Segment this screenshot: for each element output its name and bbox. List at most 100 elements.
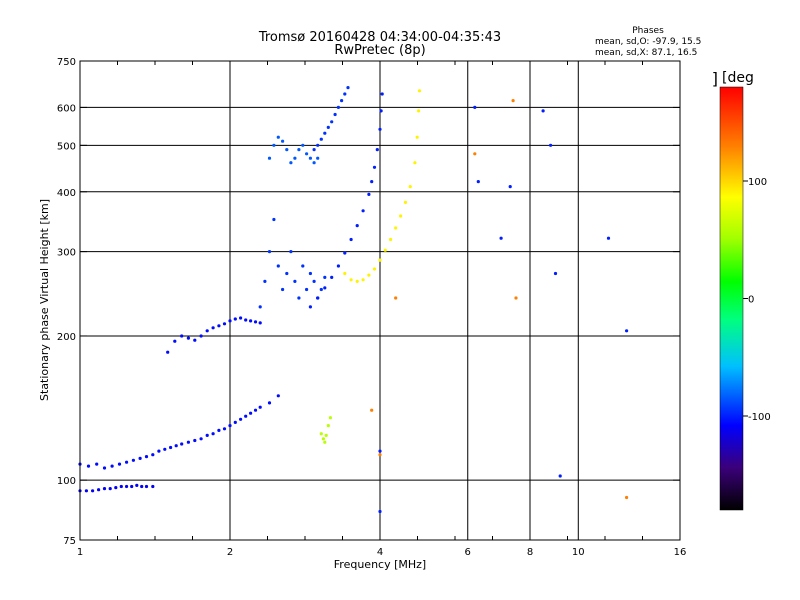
- data-point: [258, 305, 262, 309]
- data-point: [312, 279, 316, 283]
- data-point: [514, 296, 518, 300]
- colorbar-label-bracket: ]: [712, 69, 718, 88]
- data-point: [541, 109, 545, 113]
- data-point: [349, 237, 353, 242]
- data-point: [625, 495, 629, 500]
- data-point: [403, 200, 408, 204]
- data-point: [163, 447, 167, 451]
- data-point: [511, 99, 515, 103]
- data-point: [301, 143, 305, 147]
- data-point: [285, 271, 289, 276]
- y-tick-label: 750: [57, 57, 76, 68]
- data-point: [367, 273, 371, 277]
- data-point: [228, 319, 232, 323]
- x-tick-label: 4: [377, 547, 383, 558]
- data-point: [378, 509, 382, 514]
- data-point: [276, 135, 280, 139]
- data-point: [233, 420, 237, 424]
- y-tick-label: 300: [57, 248, 76, 259]
- data-point: [281, 139, 285, 143]
- data-point: [349, 278, 353, 282]
- data-point: [117, 462, 122, 466]
- data-point: [324, 433, 328, 437]
- series-low-ground-trace: [78, 483, 155, 493]
- data-point: [249, 319, 253, 323]
- data-point: [217, 324, 221, 328]
- data-point: [326, 424, 330, 428]
- axis-ticks: [79, 60, 681, 541]
- data-point: [138, 456, 142, 460]
- data-point: [301, 264, 305, 268]
- legend-x-stats: mean, sd,X: 87.1, 16.5: [595, 48, 697, 58]
- data-point: [312, 161, 316, 165]
- data-point: [281, 287, 285, 292]
- data-point: [276, 264, 280, 268]
- data-point: [375, 148, 379, 152]
- data-point: [308, 271, 312, 276]
- data-point: [473, 105, 477, 109]
- data-point: [228, 424, 232, 428]
- data-point: [199, 334, 203, 338]
- data-point: [151, 484, 155, 489]
- data-point: [86, 464, 91, 468]
- data-point: [131, 458, 135, 462]
- data-point: [130, 484, 134, 489]
- x-tick-label: 1: [77, 547, 83, 558]
- data-point: [367, 192, 371, 196]
- colorbar-ticks: 100 0 -100: [743, 177, 771, 423]
- data-point: [169, 445, 173, 450]
- data-point: [308, 156, 312, 160]
- data-point: [95, 462, 99, 466]
- data-point: [199, 437, 203, 441]
- legend-title: Phases: [632, 26, 664, 36]
- data-point: [91, 489, 95, 493]
- data-point: [222, 322, 227, 326]
- data-point: [319, 287, 323, 292]
- data-point: [84, 489, 88, 493]
- data-point: [305, 287, 309, 292]
- series-f1-rising-trace: [166, 316, 262, 354]
- data-point: [323, 131, 327, 135]
- data-point: [321, 437, 325, 441]
- data-point: [166, 350, 170, 354]
- data-point: [355, 279, 359, 283]
- data-point: [372, 165, 377, 169]
- data-point: [372, 267, 377, 271]
- data-point: [473, 152, 477, 156]
- data-point: [558, 474, 562, 478]
- series-scattered-warm-echoes: [370, 99, 629, 500]
- data-point: [205, 433, 209, 437]
- data-point: [267, 401, 272, 405]
- data-point: [114, 486, 118, 490]
- data-point: [316, 156, 320, 160]
- y-tick-label: 200: [57, 332, 76, 343]
- data-point: [336, 105, 340, 109]
- data-point: [211, 326, 215, 330]
- data-point: [222, 427, 227, 431]
- data-point: [244, 414, 248, 418]
- y-tick-label: 500: [57, 141, 76, 152]
- y-axis-label: Stationary phase Virtual Height [km]: [38, 199, 51, 401]
- data-point: [378, 449, 382, 453]
- data-point: [549, 143, 553, 147]
- y-tick-label: 100: [57, 476, 76, 487]
- data-point: [312, 148, 316, 152]
- data-point: [293, 156, 297, 160]
- data-point: [389, 237, 393, 242]
- data-point: [417, 109, 421, 113]
- data-point: [180, 334, 184, 338]
- legend-o-stats: mean, sd,O: -97.9, 15.5: [595, 37, 701, 47]
- data-point: [340, 99, 344, 103]
- data-point: [110, 464, 114, 468]
- data-point: [97, 488, 101, 492]
- series-scattered-echoes: [378, 105, 629, 514]
- data-point: [119, 484, 123, 489]
- data-point: [193, 438, 197, 443]
- grid-lines: [80, 61, 680, 540]
- data-point: [186, 336, 190, 340]
- colorbar: [719, 86, 744, 511]
- data-point: [316, 143, 320, 147]
- data-point: [333, 112, 337, 117]
- data-point: [140, 484, 144, 489]
- data-point: [399, 214, 403, 218]
